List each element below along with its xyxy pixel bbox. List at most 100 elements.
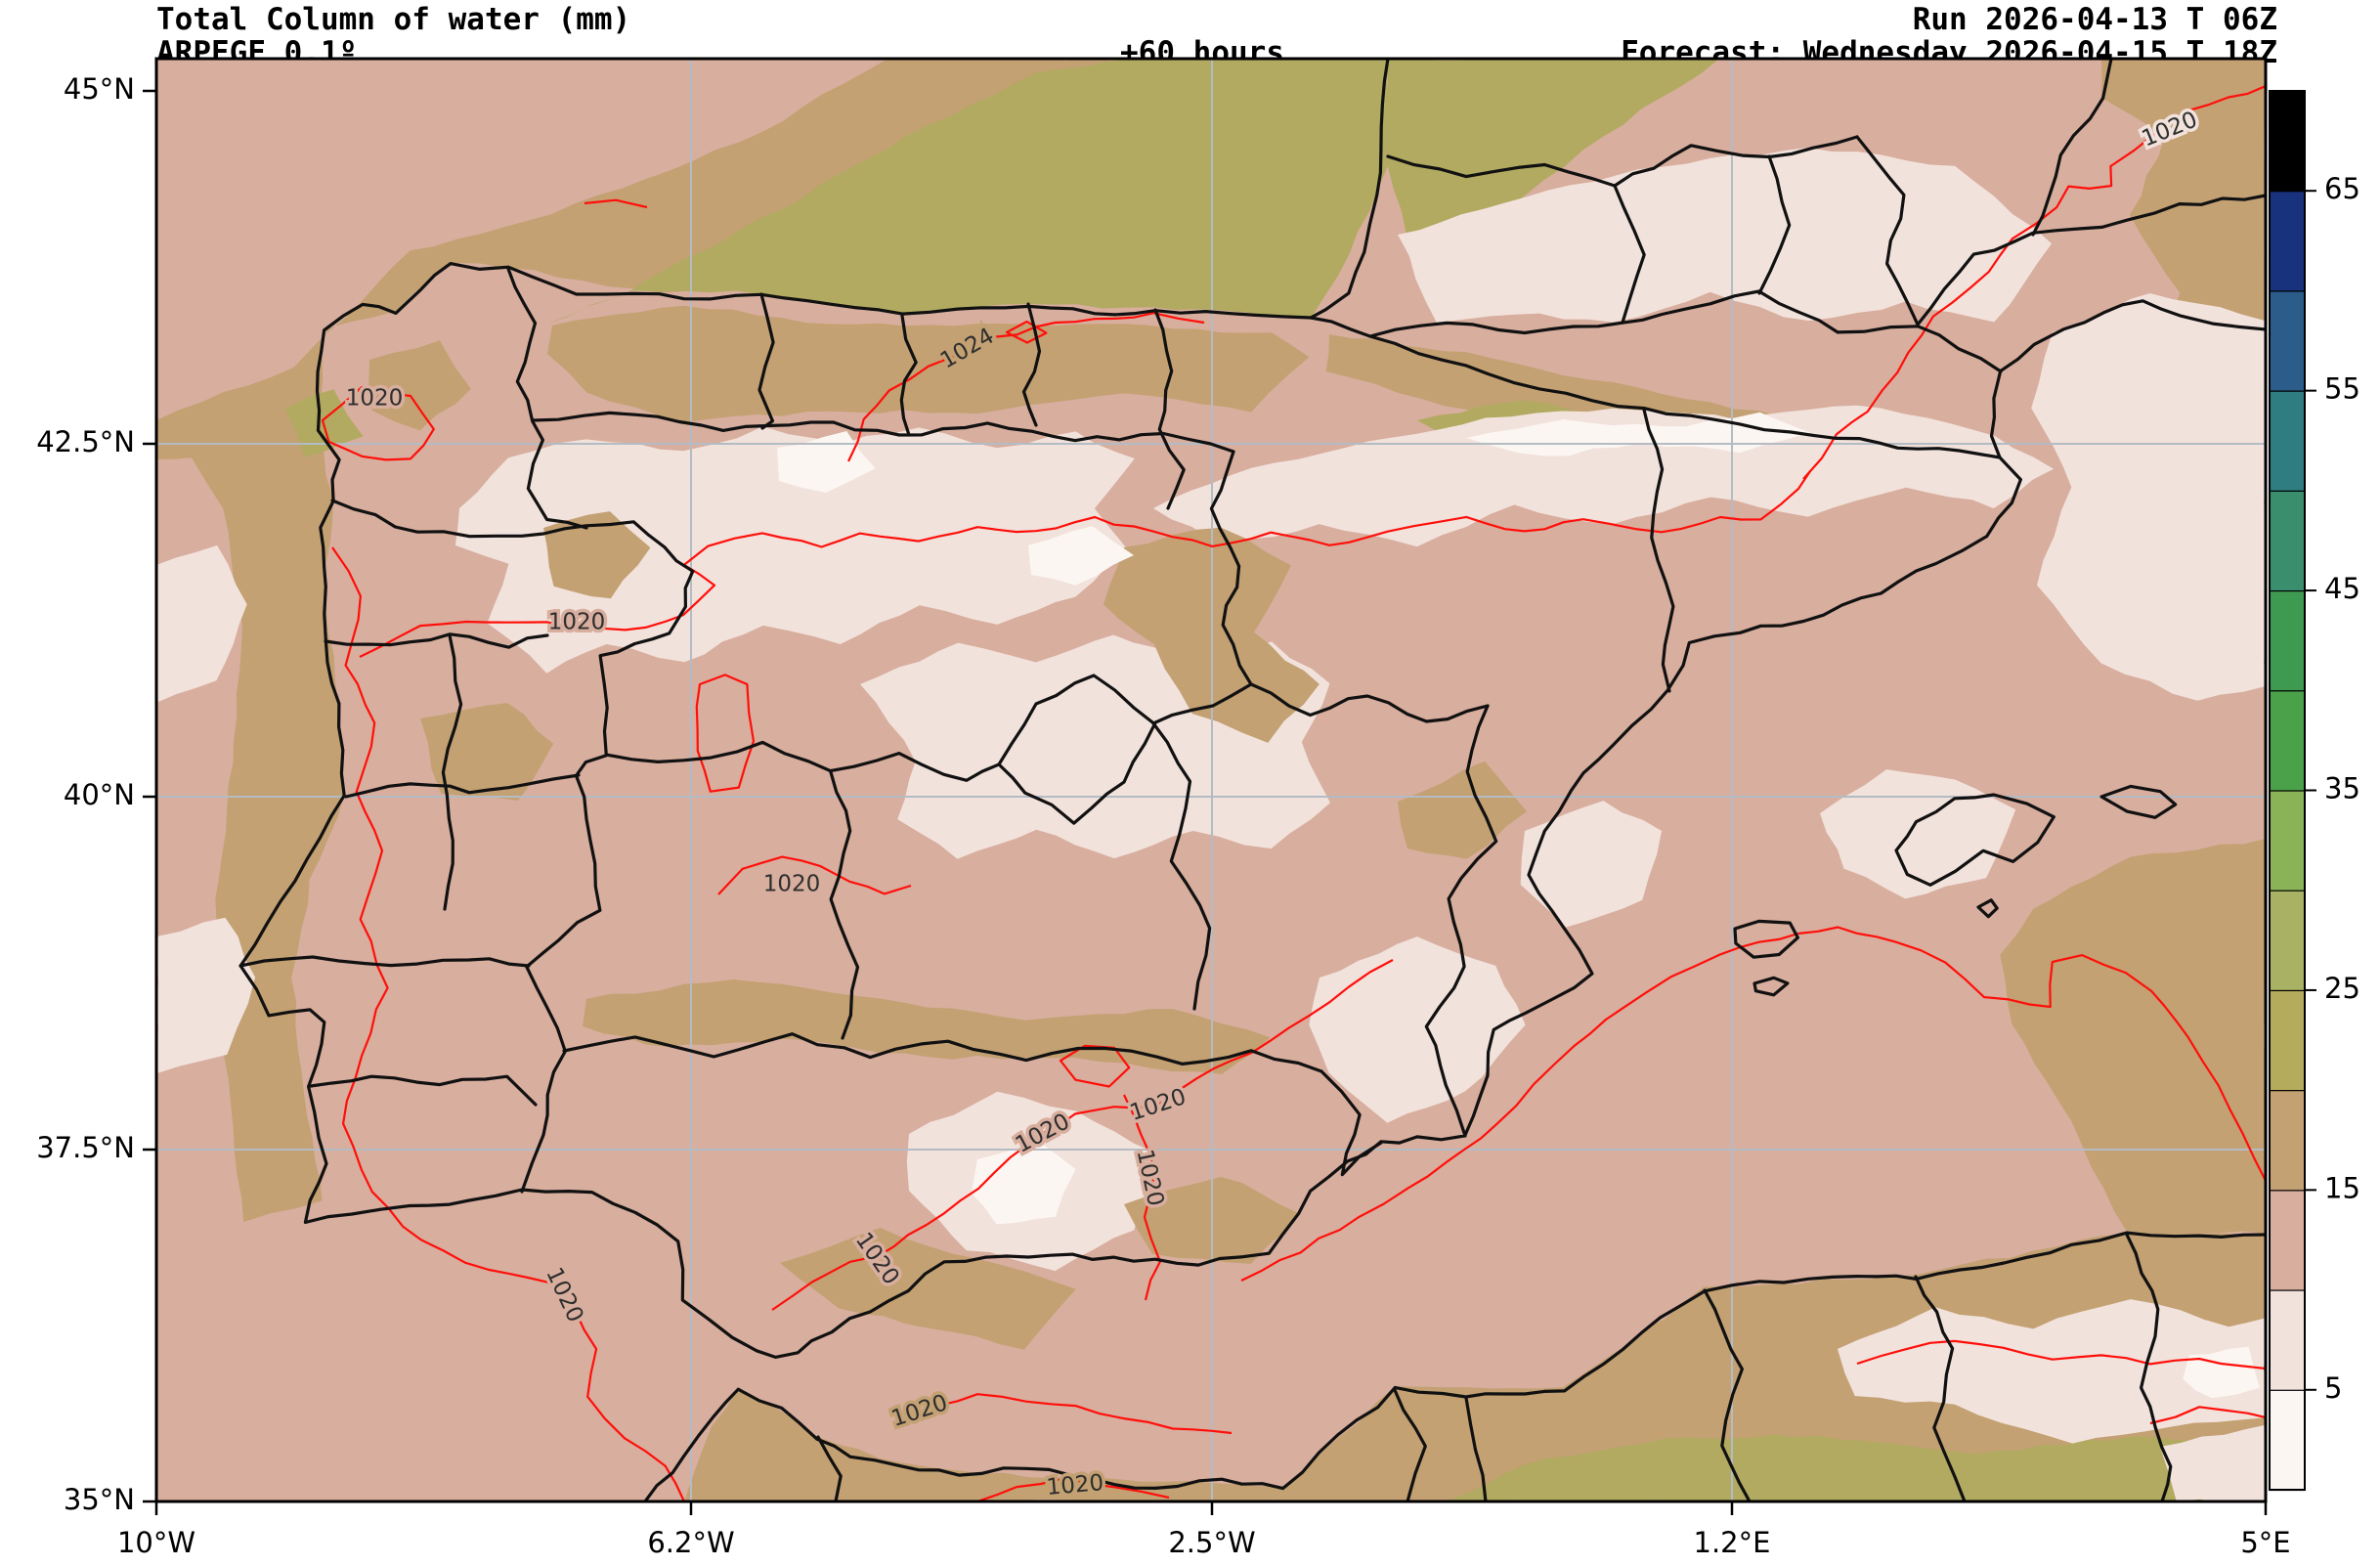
boundary-line	[238, 955, 531, 968]
boundary-line	[1320, 1069, 1383, 1177]
boundary-line	[1989, 299, 2266, 459]
isobar-line	[771, 959, 1394, 1311]
shade-region	[1466, 412, 1810, 457]
shade-region	[156, 59, 1135, 1223]
colorbar-segment	[2269, 390, 2306, 492]
shade-region	[2000, 839, 2266, 1235]
colorbar-segment	[2269, 490, 2306, 592]
boundary-line	[1021, 302, 1042, 427]
shade-region	[2160, 1425, 2266, 1501]
boundary-line	[330, 499, 695, 1194]
colorbar-segment	[2269, 890, 2306, 992]
boundary-line	[324, 632, 549, 649]
boundary-line	[1209, 450, 1253, 686]
isobar-contours	[321, 84, 2266, 1501]
lat-tick-label: 42.5°N	[36, 425, 135, 458]
colorbar-segment	[2269, 190, 2306, 292]
boundary-line	[604, 740, 1001, 782]
colorbar-segment	[2269, 1089, 2306, 1192]
map-axes: 45°N 42.5°N 40°N 37.5°N 35°N 10°W 6.2°W 2.5°W 1.…	[36, 57, 2291, 1559]
boundary-line	[899, 314, 918, 437]
isobar-line	[2149, 1406, 2266, 1425]
boundary-line	[1368, 289, 2003, 373]
boundary-line	[757, 292, 775, 430]
boundary-line	[1249, 682, 1490, 723]
isobar-line	[1240, 926, 2266, 1282]
boundary-line	[1642, 408, 1675, 693]
isobar-line	[847, 312, 1205, 462]
isobar-line	[695, 674, 756, 793]
forecast-time-label: Forecast: Wednesday 2026-04-15 T 18Z	[1621, 35, 2277, 70]
isobar-line	[1123, 1094, 1161, 1301]
shade-region	[547, 59, 1390, 324]
run-time-label: Run 2026-04-13 T 06Z	[1912, 2, 2277, 37]
colorbar: 5 15 25 35 45 55 65	[2269, 90, 2360, 1492]
shade-region	[1385, 59, 1719, 257]
isobar-line	[976, 1477, 1170, 1501]
boundary-line	[1916, 194, 2266, 326]
isobar-line	[359, 470, 1811, 658]
shade-region	[1398, 148, 2052, 324]
lon-tick-label: 6.2°W	[647, 1526, 734, 1559]
lat-tick-label: 40°N	[64, 778, 135, 811]
shade-region	[1447, 1434, 2266, 1501]
lat-tick-label: 37.5°N	[36, 1131, 135, 1164]
colorbar-segment	[2269, 589, 2306, 692]
lon-tick-label: 10°W	[117, 1526, 195, 1559]
colorbar-tick-label: 35	[2324, 772, 2360, 805]
isobar-line	[1856, 1339, 2266, 1370]
colorbar-tick-label: 55	[2324, 372, 2360, 406]
shade-region	[1309, 936, 1526, 1123]
boundary-line	[1424, 704, 1498, 1138]
boundary-line	[1386, 154, 1617, 188]
lat-tick-label: 45°N	[64, 72, 135, 106]
shade-region	[1153, 405, 2055, 547]
isobar-line	[331, 546, 685, 1501]
shade-region	[156, 544, 247, 702]
boundary-line	[2125, 1233, 2173, 1501]
shade-region	[454, 426, 1135, 674]
boundary-line	[1393, 1388, 1427, 1501]
isobar-line	[1059, 1044, 1131, 1088]
isobar-label: 1020	[346, 386, 404, 412]
boundary-line	[506, 267, 588, 530]
boundary-line	[1613, 135, 1859, 188]
lat-tick-label: 35°N	[64, 1483, 135, 1516]
lon-tick-label: 2.5°W	[1168, 1526, 1255, 1559]
boundary-line	[997, 674, 1156, 825]
isobar-line	[1802, 84, 2266, 480]
isobar-line	[1005, 320, 1048, 344]
shade-region	[368, 340, 471, 431]
colorbar-segment	[2269, 1288, 2306, 1391]
boundary-line	[1309, 316, 2002, 459]
boundary-line	[1613, 184, 1646, 325]
shade-region	[780, 1228, 1076, 1350]
colorbar-segment	[2269, 90, 2306, 193]
boundary-line	[1914, 1275, 1967, 1501]
isobar-label: 1020	[763, 872, 821, 897]
boundary-line	[1151, 682, 1253, 725]
boundary-line	[643, 1231, 2266, 1501]
boundary-line	[309, 1074, 538, 1107]
isobar-line	[717, 855, 912, 895]
coastlines-and-borders	[238, 59, 2266, 1501]
colorbar-tick-label: 15	[2324, 1171, 2360, 1204]
boundary-line	[1733, 919, 1799, 959]
boundary-line	[441, 633, 463, 911]
shade-region	[777, 431, 876, 493]
boundary-line	[1703, 1288, 1752, 1501]
boundary-line	[829, 770, 860, 1040]
boundary-line	[1153, 308, 1186, 510]
boundary-line	[1753, 976, 1790, 997]
boundary-line	[238, 262, 2022, 1359]
isobar-label: 1020	[548, 610, 606, 635]
colorbar-tick-label: 5	[2324, 1371, 2342, 1405]
boundary-line	[344, 773, 581, 799]
boundary-line	[1464, 1396, 1488, 1501]
boundary-line	[2031, 59, 2113, 237]
shade-region	[543, 511, 651, 599]
boundary-line	[816, 1435, 843, 1501]
colorbar-segment	[2269, 289, 2306, 392]
isobar-line	[898, 1393, 1233, 1435]
